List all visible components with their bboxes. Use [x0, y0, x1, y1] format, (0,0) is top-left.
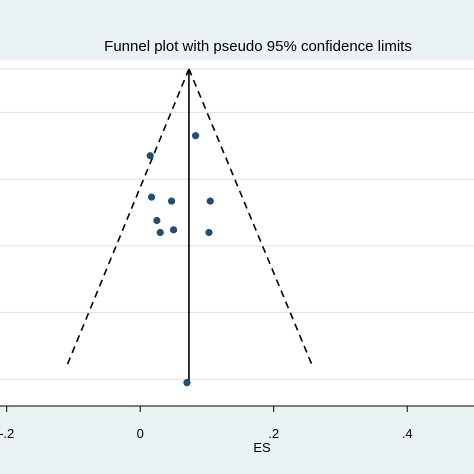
x-axis-title: ES [253, 440, 271, 455]
funnel-left-limit [66, 68, 190, 367]
data-points [146, 132, 214, 387]
data-point-9 [183, 379, 191, 387]
plot-area [0, 60, 474, 406]
x-axis-ticks: -.2 0 .2 .4 [0, 406, 413, 441]
data-point-6 [156, 228, 164, 237]
data-point-2 [147, 193, 156, 201]
x-tick-label-0: -.2 [0, 426, 14, 441]
x-tick-label-3: .4 [402, 426, 413, 441]
data-point-1 [146, 152, 154, 160]
gridlines [0, 68, 474, 380]
funnel-lines [66, 68, 314, 383]
chart-title: Funnel plot with pseudo 95% confidence l… [104, 38, 412, 55]
data-point-3 [167, 197, 176, 205]
data-point-5 [153, 216, 161, 225]
data-point-7 [169, 226, 178, 234]
outer-bottom-band [0, 406, 474, 474]
funnel-right-limit [188, 68, 314, 367]
x-tick-label-2: .2 [268, 426, 279, 441]
data-point-0 [192, 132, 200, 140]
header-band [0, 0, 474, 60]
data-point-8 [205, 228, 213, 237]
x-tick-label-1: 0 [137, 426, 144, 441]
data-point-4 [206, 197, 214, 205]
